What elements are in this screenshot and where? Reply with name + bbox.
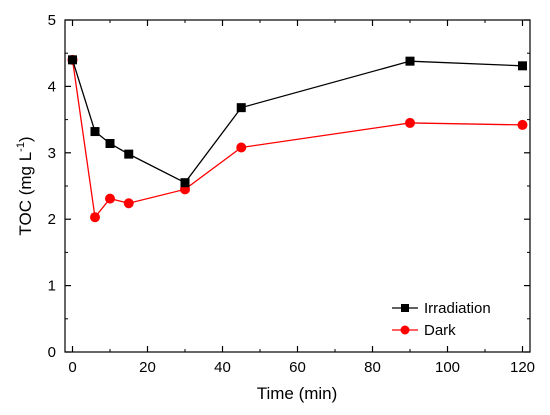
data-point-dark [405,117,415,128]
series-line-irradiation [71,59,523,184]
y-tick-label: 1 [48,278,56,295]
data-point-dark [236,142,247,153]
data-point-dark [517,119,528,130]
data-point-irradiation [405,56,415,66]
data-point-irradiation [180,178,190,188]
x-tick-label: 80 [364,359,381,376]
x-axis-title: Time (min) [257,384,338,403]
x-tick-label: 100 [435,359,460,376]
y-tick-label: 2 [48,211,56,228]
legend-label-dark: Dark [424,322,456,339]
legend: Irradiation Dark [392,300,491,339]
y-tick-label: 0 [48,344,56,361]
x-tick-label: 60 [289,359,306,376]
x-tick-label: 120 [510,359,535,376]
data-point-dark [105,193,115,204]
legend-marker-irradiation [401,304,409,312]
y-tick-label: 4 [48,78,56,95]
data-point-irradiation [105,139,115,149]
data-point-irradiation [90,127,100,137]
legend-label-irradiation: Irradiation [424,300,491,317]
x-tick-label: 40 [214,359,231,376]
data-point-irradiation [236,103,246,113]
data-point-dark [123,198,134,209]
axis-ticks: 0 20 40 60 80 100 120 0 1 2 3 4 5 [48,12,535,376]
series-line-dark [71,59,523,219]
y-axis-title-main: TOC (mg L [16,152,35,236]
data-point-irradiation [518,61,527,71]
data-point-irradiation [68,55,77,65]
y-tick-label: 5 [48,12,56,29]
y-axis-title: TOC (mg L-1) [15,136,35,235]
data-point-irradiation [124,149,134,159]
y-axis-title-superscript: -1 [15,142,27,152]
y-tick-label: 3 [48,145,56,162]
series-layer [67,54,528,223]
legend-marker-dark [400,325,410,335]
x-tick-label: 0 [68,359,76,376]
y-axis-title-close: ) [16,136,35,142]
x-tick-label: 20 [139,359,156,376]
data-point-dark [90,212,100,223]
